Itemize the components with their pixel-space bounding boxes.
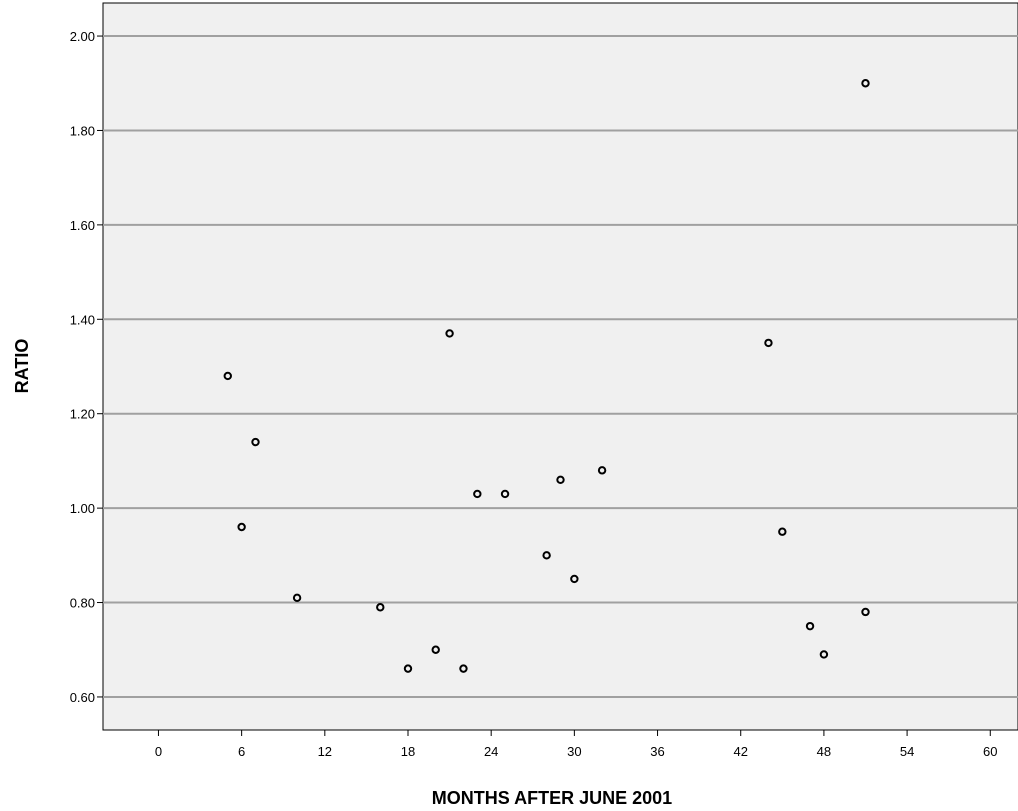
data-point: [570, 574, 579, 584]
data-point: [459, 664, 468, 673]
y-tick-label: 0.60: [70, 690, 95, 705]
data-point: [445, 329, 454, 338]
data-point: [556, 475, 565, 484]
x-tick-label: 60: [983, 744, 997, 759]
data-point: [500, 489, 510, 499]
data-point: [292, 593, 302, 603]
x-tick-label: 18: [401, 744, 415, 759]
y-tick-label: 1.60: [70, 218, 95, 233]
data-point: [819, 650, 829, 659]
y-tick-label: 1.20: [70, 407, 95, 422]
x-tick-label: 0: [155, 744, 162, 759]
data-point: [223, 371, 232, 381]
data-point: [861, 607, 870, 617]
y-axis-title: RATIO: [12, 339, 32, 394]
x-tick-label: 30: [567, 744, 581, 759]
y-axis: 0.60 0.80 1.00 1.20 1.40 1.60 1.80 2.00: [70, 29, 103, 705]
data-point: [542, 551, 551, 560]
gridlines: [103, 35, 1018, 698]
data-point: [473, 489, 482, 499]
y-tick-label: 1.40: [70, 312, 95, 327]
x-tick-label: 12: [318, 744, 332, 759]
data-point: [431, 645, 440, 654]
data-points: [223, 79, 870, 673]
x-tick-label: 48: [817, 744, 831, 759]
data-point: [237, 522, 246, 532]
x-tick-label: 42: [733, 744, 747, 759]
data-point: [597, 466, 607, 475]
y-tick-label: 2.00: [70, 29, 95, 44]
data-point: [403, 664, 413, 673]
data-point: [376, 603, 385, 612]
data-point: [764, 338, 773, 348]
data-point: [778, 527, 787, 536]
x-tick-label: 6: [238, 744, 245, 759]
data-point: [251, 437, 260, 447]
plot-area: [102, 2, 1018, 731]
y-tick-label: 1.00: [70, 501, 95, 516]
x-axis: 0 6 12 18 24 30 36 42 48 54 60: [155, 730, 998, 759]
x-tick-label: 54: [900, 744, 914, 759]
data-point: [861, 79, 870, 88]
x-tick-label: 36: [650, 744, 664, 759]
data-point: [805, 621, 815, 631]
y-tick-label: 0.80: [70, 596, 95, 611]
x-axis-title: MONTHS AFTER JUNE 2001: [432, 788, 672, 808]
x-tick-label: 24: [484, 744, 498, 759]
y-tick-label: 1.80: [70, 123, 95, 138]
